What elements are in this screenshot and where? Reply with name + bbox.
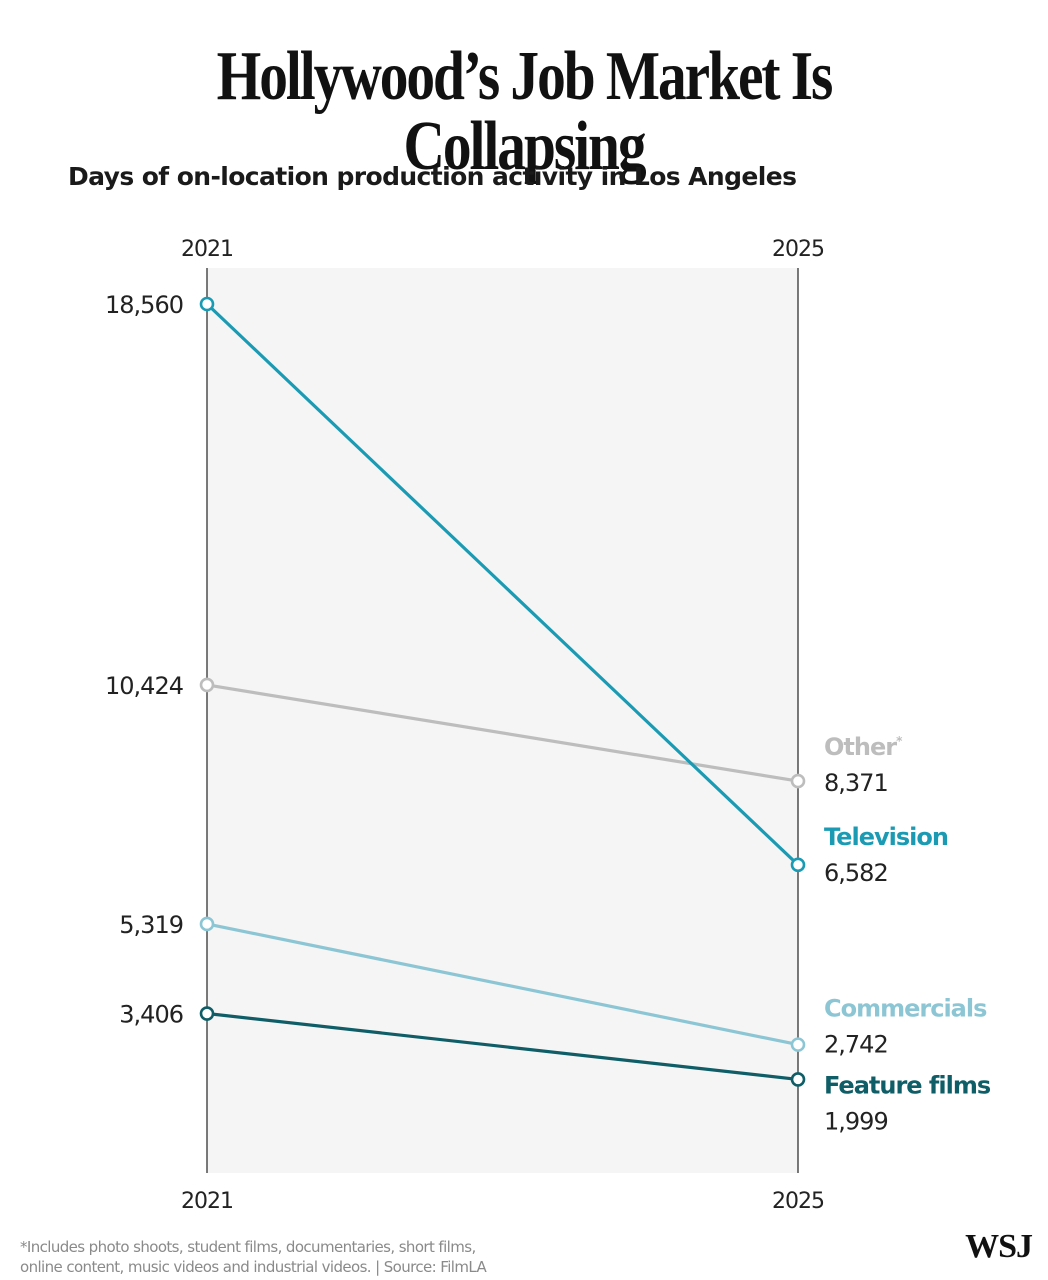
series-label-other: Other* (824, 733, 903, 761)
value-label-television-2021: 18,560 (105, 291, 183, 319)
line-feature-films (206, 1011, 799, 1081)
point-feature-films-2021 (199, 1006, 215, 1021)
series-feature-films: 3,406 Feature films 1,999 (119, 1001, 992, 1136)
value-label-commercials-2025: 2,742 (824, 1031, 888, 1059)
plot-background (207, 268, 798, 1173)
value-label-feature-films-2021: 3,406 (119, 1001, 183, 1029)
chart-subtitle: Days of on-location production activity … (68, 162, 797, 191)
value-label-other-2025: 8,371 (824, 769, 888, 797)
line-other (206, 683, 799, 783)
series-commercials: 5,319 Commercials 2,742 (119, 911, 988, 1059)
point-commercials-2025 (790, 1037, 806, 1052)
series-television: 18,560 Television 6,582 (105, 291, 949, 887)
series-label-commercials: Commercials (824, 995, 987, 1023)
value-label-commercials-2021: 5,319 (119, 911, 183, 939)
footnote: *Includes photo shoots, student films, d… (20, 1237, 487, 1277)
point-television-2021 (199, 296, 215, 312)
x-tick-top-2021: 2021 (181, 237, 233, 262)
chart-title: Hollywood’s Job Market Is Collapsing (216, 38, 834, 185)
point-other-2021 (199, 677, 215, 693)
point-commercials-2021 (199, 916, 215, 932)
series-other: 10,424 Other* 8,371 (105, 672, 904, 797)
point-feature-films-2025 (790, 1072, 806, 1087)
footnote-line-1: *Includes photo shoots, student films, d… (20, 1238, 476, 1256)
x-tick-bottom-2025: 2025 (772, 1189, 824, 1214)
series-label-television: Television (824, 823, 948, 851)
x-tick-top-2025: 2025 (772, 237, 824, 262)
footnote-line-2: online content, music videos and industr… (20, 1258, 487, 1276)
value-label-television-2025: 6,582 (824, 859, 888, 887)
value-label-feature-films-2025: 1,999 (824, 1107, 888, 1135)
line-television (205, 302, 800, 866)
wsj-logo: WSJ (965, 1228, 1033, 1265)
point-television-2025 (790, 857, 806, 873)
value-label-other-2021: 10,424 (105, 672, 183, 700)
series-label-feature-films: Feature films (824, 1071, 991, 1099)
x-tick-bottom-2021: 2021 (181, 1189, 233, 1214)
point-other-2025 (790, 773, 806, 789)
line-commercials (206, 922, 799, 1047)
